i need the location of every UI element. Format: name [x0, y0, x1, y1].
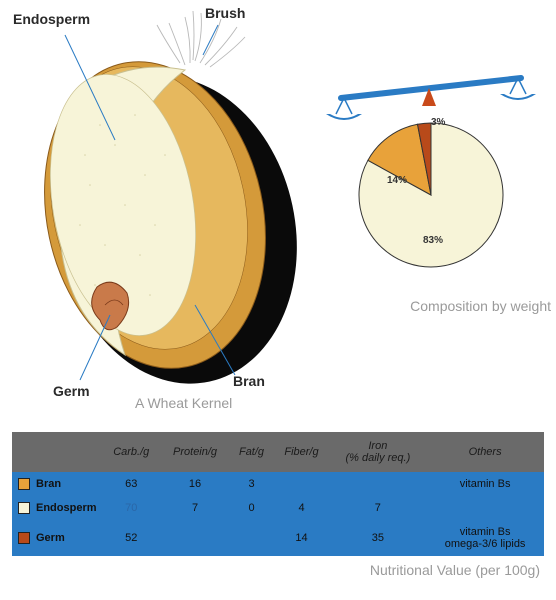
pie-svg: [316, 60, 546, 290]
kernel-caption: A Wheat Kernel: [135, 395, 232, 411]
kernel-svg: [5, 5, 315, 405]
composition-pie: 83% 14% 3% Composition by weight: [316, 60, 546, 360]
cell: [330, 472, 427, 496]
cell: 14: [273, 520, 329, 556]
label-endosperm: Endosperm: [13, 11, 90, 27]
nutrition-table-element: Carb./gProtein/gFat/gFiber/gIron (% dail…: [12, 432, 544, 556]
label-brush: Brush: [205, 5, 245, 21]
cell: [273, 472, 329, 496]
table-header-cell: Fat/g: [230, 432, 274, 472]
table-row: Endosperm707047: [12, 496, 544, 520]
cell: 52: [102, 520, 161, 556]
row-head-bran: Bran: [12, 472, 102, 496]
table-row: Germ52 1435vitamin Bs omega-3/6 lipids: [12, 520, 544, 556]
swatch-icon: [18, 502, 30, 514]
cell: 3: [230, 472, 274, 496]
cell: [161, 520, 230, 556]
pie-slice-label-bran: 14%: [387, 175, 407, 186]
cell: 35: [330, 520, 427, 556]
cell: [426, 496, 544, 520]
pie-slice-label-endosperm: 83%: [423, 235, 443, 246]
table-header-cell: [12, 432, 102, 472]
table-row: Bran63163 vitamin Bs: [12, 472, 544, 496]
cell: 0: [230, 496, 274, 520]
pie-caption: Composition by weight: [410, 298, 551, 314]
table-header-cell: Others: [426, 432, 544, 472]
nutrition-table: Carb./gProtein/gFat/gFiber/gIron (% dail…: [12, 432, 544, 578]
row-head-endosperm: Endosperm: [12, 496, 102, 520]
label-bran: Bran: [233, 373, 265, 389]
pie-slice-label-germ: 3%: [431, 117, 445, 128]
cell: 70: [102, 496, 161, 520]
cell: 7: [330, 496, 427, 520]
table-header-cell: Fiber/g: [273, 432, 329, 472]
row-head-germ: Germ: [12, 520, 102, 556]
table-header-cell: Protein/g: [161, 432, 230, 472]
cell: vitamin Bs omega-3/6 lipids: [426, 520, 544, 556]
swatch-icon: [18, 532, 30, 544]
label-germ: Germ: [53, 383, 90, 399]
swatch-icon: [18, 478, 30, 490]
cell: 4: [273, 496, 329, 520]
cell: 16: [161, 472, 230, 496]
wheat-kernel-diagram: Endosperm Brush Germ Bran A Wheat Kernel: [5, 5, 315, 405]
table-caption: Nutritional Value (per 100g): [8, 562, 540, 578]
table-header-cell: Iron (% daily req.): [330, 432, 427, 472]
cell: [230, 520, 274, 556]
cell: 63: [102, 472, 161, 496]
table-header-cell: Carb./g: [102, 432, 161, 472]
cell: vitamin Bs: [426, 472, 544, 496]
cell: 7: [161, 496, 230, 520]
